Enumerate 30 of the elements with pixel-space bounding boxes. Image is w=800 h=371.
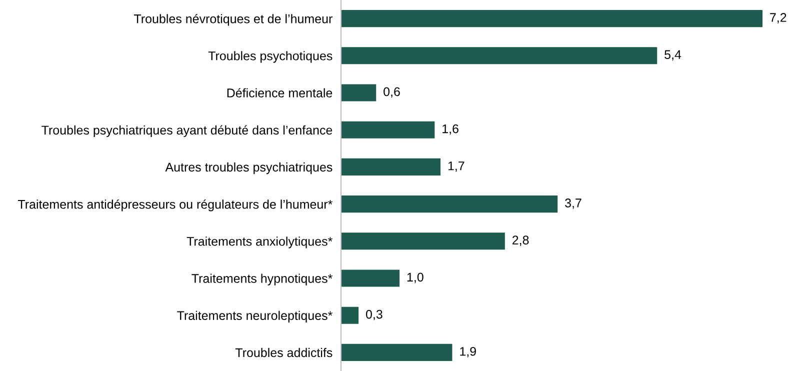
y-tick-label: Troubles psychotiques xyxy=(208,51,332,63)
bar xyxy=(341,47,658,64)
bar xyxy=(341,270,400,287)
data-label: 5,4 xyxy=(664,50,682,60)
data-label: 2,8 xyxy=(512,236,529,246)
data-label: 3,7 xyxy=(565,198,582,209)
y-tick-label: Troubles addictifs xyxy=(235,348,332,358)
y-tick-label: Traitements neuroleptiques* xyxy=(177,310,332,322)
bar xyxy=(341,196,558,213)
y-tick-label: Traitements hypnotiques* xyxy=(192,274,332,286)
data-label: 1,0 xyxy=(407,272,424,284)
bar xyxy=(341,344,452,361)
y-tick-label: Déficience mentale xyxy=(227,88,332,98)
bar xyxy=(341,10,762,28)
data-label: 7,2 xyxy=(770,13,786,24)
data-label: 1,7 xyxy=(448,162,464,172)
data-label: 1,6 xyxy=(442,124,458,135)
data-label: 0,3 xyxy=(366,310,382,320)
y-tick-label: Traitements antidépresseurs ou régulateurs de l’humeur* xyxy=(18,199,332,212)
y-tick-label: Troubles névrotiques et de l’humeur xyxy=(134,14,332,26)
y-tick-label: Autres troubles psychiatriques xyxy=(165,162,332,174)
bar xyxy=(341,84,376,102)
y-tick-label: Troubles psychiatriques ayant débuté dans l’enfance xyxy=(42,125,332,138)
bar xyxy=(341,121,435,138)
data-label: 0,6 xyxy=(384,87,400,98)
bar xyxy=(341,158,441,176)
data-label: 1,9 xyxy=(460,346,476,358)
bar xyxy=(341,232,505,250)
bar xyxy=(341,306,359,324)
y-tick-label: Traitements anxiolytiques* xyxy=(186,236,332,248)
